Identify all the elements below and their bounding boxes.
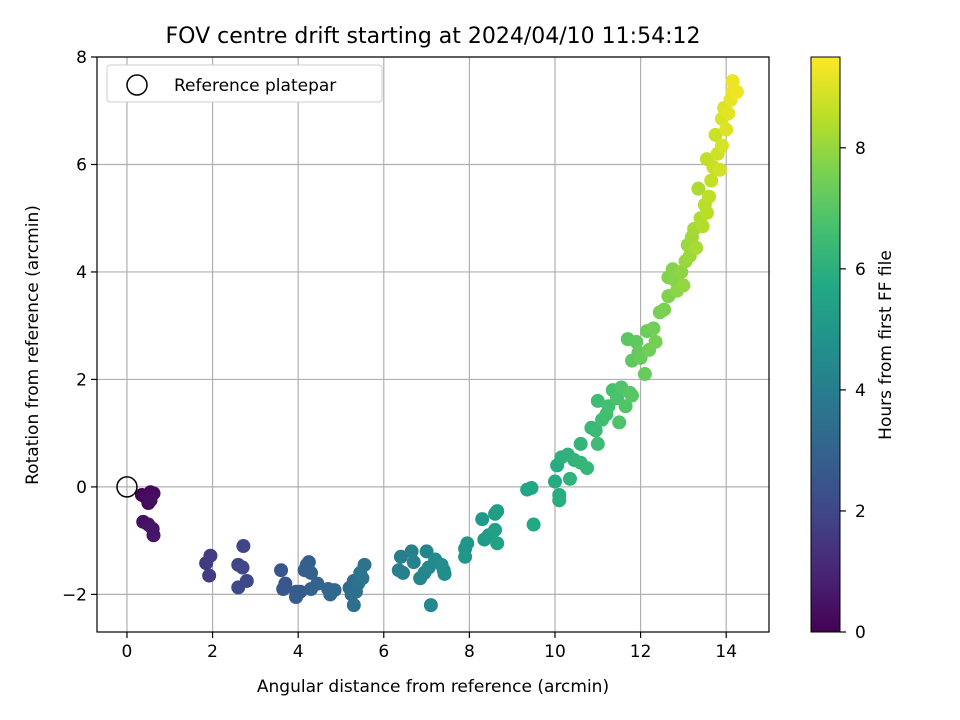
colorbar-tick-label: 0 [855,623,866,643]
colorbar-tick-label: 4 [855,381,866,401]
x-tick-label: 4 [293,642,304,662]
legend-label: Reference platepar [174,76,336,96]
data-point [202,568,217,583]
colorbar-tick-label: 2 [855,502,866,522]
data-point [490,536,505,551]
data-point [729,84,744,99]
data-point [689,240,704,255]
data-point [562,471,577,486]
data-point [310,576,325,591]
x-tick-label: 10 [544,642,566,662]
y-tick-label: −2 [62,585,87,605]
colorbar-tick-label: 8 [855,139,866,159]
data-point [460,536,475,551]
data-point [406,555,421,570]
y-tick-label: 2 [76,370,87,390]
data-point [488,522,503,537]
data-point [346,598,361,613]
reference-platepar-marker [116,476,138,498]
colorbar-label: Hours from first FF file [876,250,896,440]
data-point [714,138,729,153]
legend: Reference platepar [106,64,383,103]
x-tick-label: 14 [715,642,737,662]
data-point [293,584,308,599]
data-point [143,493,158,508]
x-tick-label: 0 [122,642,133,662]
colorbar-tick-label: 6 [855,260,866,280]
data-point [203,548,218,563]
plot-frame [96,56,770,633]
data-point [691,181,706,196]
data-point [404,544,419,559]
data-point [708,127,723,142]
data-point [588,423,603,438]
data-point [146,528,161,543]
data-point [353,565,368,580]
data-point [704,173,719,188]
grid [97,56,769,632]
axis-ticks: 0 2 4 6 8 10 12 14 −2 0 2 4 6 8 [62,48,737,662]
data-point [676,278,691,293]
data-point [580,461,595,476]
x-tick-label: 12 [630,642,652,662]
data-point [590,393,605,408]
legend-box [106,64,383,103]
colorbar-ticks: 0 2 4 6 8 [840,139,866,643]
data-point [547,474,562,489]
data-point [423,598,438,613]
data-point [719,122,734,137]
data-point [437,566,452,581]
data-point [612,415,627,430]
data-point [646,321,661,336]
data-point [618,399,633,414]
data-point [490,504,505,519]
y-tick-label: 6 [76,155,87,175]
x-axis-label: Angular distance from reference (arcmin) [257,677,609,697]
y-axis-label: Rotation from reference (arcmin) [23,205,43,485]
x-tick-label: 2 [207,642,218,662]
reference-marker-group [116,476,138,498]
data-point [573,436,588,451]
data-point [235,560,250,575]
data-point [524,480,539,495]
data-point [552,493,567,508]
data-point [458,549,473,564]
data-point [526,517,541,532]
y-tick-label: 4 [76,263,87,283]
data-point [702,189,717,204]
x-tick-label: 8 [464,642,475,662]
data-point [274,563,289,578]
data-point [231,580,246,595]
chart-title: FOV centre drift starting at 2024/04/10 … [166,24,701,49]
data-point [475,512,490,527]
data-points [134,74,744,613]
data-point [327,583,342,598]
colorbar: 0 2 4 6 8 Hours from first FF file [810,56,896,643]
data-point [590,436,605,451]
y-tick-label: 0 [76,478,87,498]
legend-marker [126,74,148,96]
data-point [625,388,640,403]
data-point [699,205,714,220]
data-point [637,367,652,382]
y-tick-label: 8 [76,48,87,68]
data-point [301,555,316,570]
data-point [393,549,408,564]
data-point [236,539,251,554]
data-point [396,565,411,580]
data-point [657,302,672,317]
x-tick-label: 6 [378,642,389,662]
data-point [674,264,689,279]
data-point [721,106,736,121]
data-point [695,219,710,234]
colorbar-gradient [810,56,841,633]
data-point [629,334,644,349]
data-point [648,334,663,349]
data-point [725,74,740,89]
data-point [712,162,727,177]
data-point [304,565,319,580]
data-point [276,582,291,597]
